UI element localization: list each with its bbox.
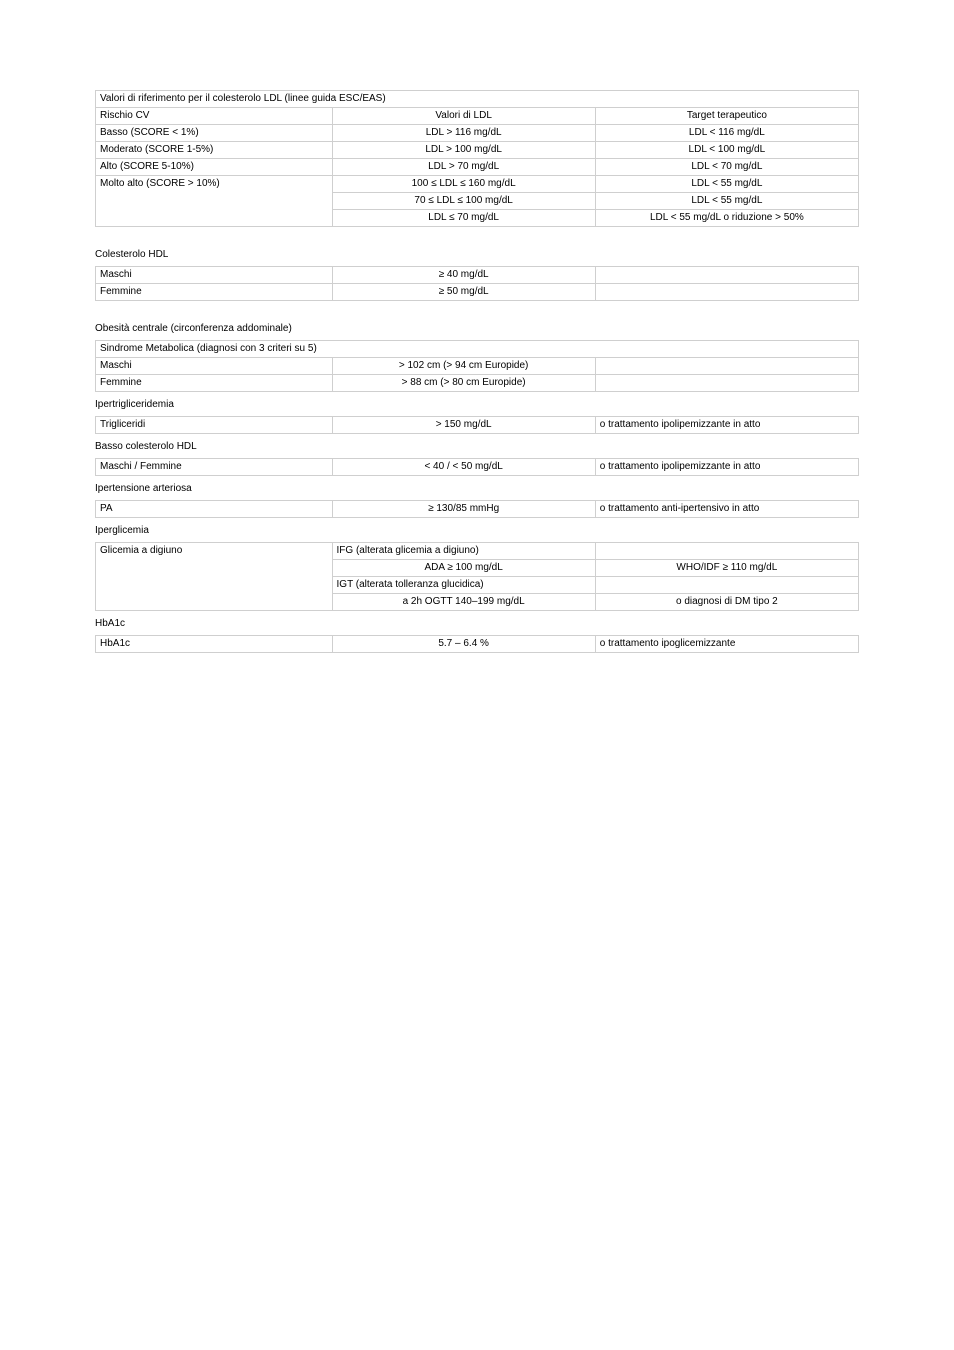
cell: Femmine [96, 284, 333, 301]
section-hdl-label: Colesterolo HDL [95, 249, 859, 260]
table-metsyn-title: Sindrome Metabolica (diagnosi con 3 crit… [96, 341, 859, 358]
cell: o trattamento ipolipemizzante in atto [595, 417, 858, 434]
para-glic: Iperglicemia [95, 524, 859, 538]
cell: HbA1c [96, 636, 333, 653]
cell: ≥ 50 mg/dL [332, 284, 595, 301]
cell [595, 375, 858, 392]
cell: Glicemia a digiuno [96, 543, 333, 611]
cell-target: LDL < 70 mg/dL [595, 159, 858, 176]
table-row: Maschi / Femmine < 40 / < 50 mg/dL o tra… [96, 459, 859, 476]
table-row: Trigliceridi > 150 mg/dL o trattamento i… [96, 417, 859, 434]
cell: Femmine [96, 375, 333, 392]
table-row: Alto (SCORE 5-10%) LDL > 70 mg/dL LDL < … [96, 159, 859, 176]
table-row: Basso (SCORE < 1%) LDL > 116 mg/dL LDL <… [96, 125, 859, 142]
cell: o trattamento ipoglicemizzante [595, 636, 858, 653]
cell: o trattamento ipolipemizzante in atto [595, 459, 858, 476]
cell: Maschi [96, 267, 333, 284]
para-pa: Ipertensione arteriosa [95, 482, 859, 496]
cell-ldl: 70 ≤ LDL ≤ 100 mg/dL [332, 193, 595, 210]
cell: < 40 / < 50 mg/dL [332, 459, 595, 476]
cell: > 88 cm (> 80 cm Europide) [332, 375, 595, 392]
cell-risk: Alto (SCORE 5-10%) [96, 159, 333, 176]
cell [595, 543, 858, 560]
col-target-header: Target terapeutico [595, 108, 858, 125]
table-ldl-reference: Valori di riferimento per il colesterolo… [95, 90, 859, 227]
table-row: Femmine > 88 cm (> 80 cm Europide) [96, 375, 859, 392]
cell: IFG (alterata glicemia a digiuno) [332, 543, 595, 560]
cell-risk: Basso (SCORE < 1%) [96, 125, 333, 142]
cell: IGT (alterata tolleranza glucidica) [332, 577, 595, 594]
cell: > 150 mg/dL [332, 417, 595, 434]
cell: 5.7 – 6.4 % [332, 636, 595, 653]
cell [595, 267, 858, 284]
cell-target: LDL < 55 mg/dL o riduzione > 50% [595, 210, 858, 227]
para-hdl: Basso colesterolo HDL [95, 440, 859, 454]
cell-ldl: LDL > 116 mg/dL [332, 125, 595, 142]
cell-ldl: LDL ≤ 70 mg/dL [332, 210, 595, 227]
cell: ≥ 40 mg/dL [332, 267, 595, 284]
table-metsyn: Sindrome Metabolica (diagnosi con 3 crit… [95, 340, 859, 392]
para-hba1c: HbA1c [95, 617, 859, 631]
cell-ldl: 100 ≤ LDL ≤ 160 mg/dL [332, 176, 595, 193]
table-trig: Trigliceridi > 150 mg/dL o trattamento i… [95, 416, 859, 434]
cell: Maschi / Femmine [96, 459, 333, 476]
cell-target: LDL < 55 mg/dL [595, 193, 858, 210]
cell-target: LDL < 55 mg/dL [595, 176, 858, 193]
table-hdl: Maschi ≥ 40 mg/dL Femmine ≥ 50 mg/dL [95, 266, 859, 301]
cell: o trattamento anti-ipertensivo in atto [595, 501, 858, 518]
table-row: Glicemia a digiuno IFG (alterata glicemi… [96, 543, 859, 560]
cell: ADA ≥ 100 mg/dL [332, 560, 595, 577]
cell: PA [96, 501, 333, 518]
cell [595, 358, 858, 375]
table-pa: PA ≥ 130/85 mmHg o trattamento anti-iper… [95, 500, 859, 518]
table-row: PA ≥ 130/85 mmHg o trattamento anti-iper… [96, 501, 859, 518]
cell: > 102 cm (> 94 cm Europide) [332, 358, 595, 375]
cell-target: LDL < 100 mg/dL [595, 142, 858, 159]
cell: Trigliceridi [96, 417, 333, 434]
table-row: Moderato (SCORE 1-5%) LDL > 100 mg/dL LD… [96, 142, 859, 159]
cell-risk: Molto alto (SCORE > 10%) [96, 176, 333, 227]
col-risk-header: Rischio CV [96, 108, 333, 125]
table-row: Molto alto (SCORE > 10%) 100 ≤ LDL ≤ 160… [96, 176, 859, 193]
table-hba1c: HbA1c 5.7 – 6.4 % o trattamento ipoglice… [95, 635, 859, 653]
cell [595, 577, 858, 594]
cell-ldl: LDL > 70 mg/dL [332, 159, 595, 176]
cell: o diagnosi di DM tipo 2 [595, 594, 858, 611]
table-hdl2: Maschi / Femmine < 40 / < 50 mg/dL o tra… [95, 458, 859, 476]
cell-risk: Moderato (SCORE 1-5%) [96, 142, 333, 159]
cell: a 2h OGTT 140–199 mg/dL [332, 594, 595, 611]
para-trig: Ipertrigliceridemia [95, 398, 859, 412]
cell [595, 284, 858, 301]
cell-target: LDL < 116 mg/dL [595, 125, 858, 142]
cell-ldl: LDL > 100 mg/dL [332, 142, 595, 159]
cell: ≥ 130/85 mmHg [332, 501, 595, 518]
table-row: Maschi ≥ 40 mg/dL [96, 267, 859, 284]
cell: Maschi [96, 358, 333, 375]
table-row: Femmine ≥ 50 mg/dL [96, 284, 859, 301]
table-row: Maschi > 102 cm (> 94 cm Europide) [96, 358, 859, 375]
table-glic: Glicemia a digiuno IFG (alterata glicemi… [95, 542, 859, 611]
col-ldl-header: Valori di LDL [332, 108, 595, 125]
cell: WHO/IDF ≥ 110 mg/dL [595, 560, 858, 577]
table-ldl-title: Valori di riferimento per il colesterolo… [96, 91, 859, 108]
table-row: HbA1c 5.7 – 6.4 % o trattamento ipoglice… [96, 636, 859, 653]
section-metsyn-label: Obesità centrale (circonferenza addomina… [95, 323, 859, 334]
